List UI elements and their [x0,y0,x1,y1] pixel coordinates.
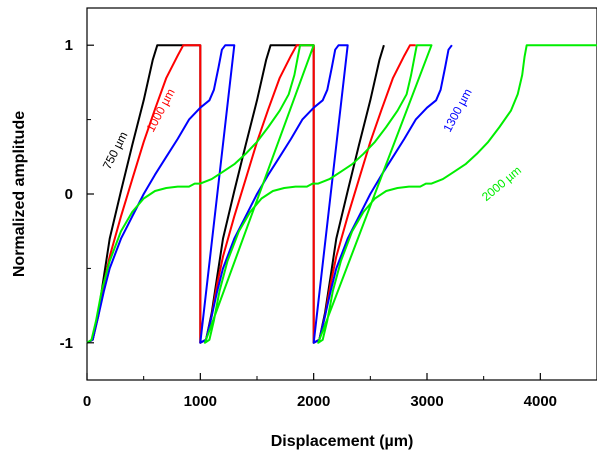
series-line-0 [86,44,385,344]
ticks-layer: 0 1000 2000 3000 4000 -1 0 1 [60,37,557,410]
y-tick-label: 0 [65,186,73,203]
x-tick-label: 2000 [297,393,330,410]
series-line-2 [86,44,453,344]
x-tick-label: 3000 [410,393,443,410]
series-line-3 [86,44,597,344]
series-layer [86,44,597,344]
x-tick-label: 4000 [524,393,557,410]
y-tick-label: -1 [60,335,73,352]
y-tick-label: 1 [65,37,73,54]
x-tick-label: 1000 [184,393,217,410]
x-axis-title: Displacement (µm) [271,433,414,450]
x-tick-label: 0 [83,393,91,410]
plot-area [86,7,597,381]
y-axis-title: Normalized amplitude [11,111,28,277]
series-line-1 [86,44,416,344]
